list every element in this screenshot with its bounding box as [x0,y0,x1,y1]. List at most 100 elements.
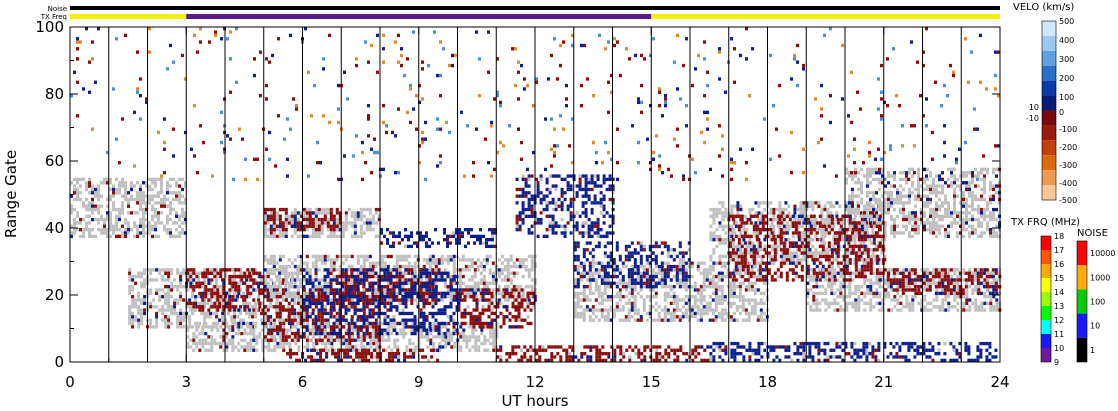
echo-cell [236,295,240,299]
echo-cell [261,291,265,296]
echo-cell [932,305,936,309]
echo-cell [175,184,178,188]
echo-cell [485,291,489,296]
echo-cell [245,308,249,312]
echo-cell [724,254,728,259]
echo-cell [371,217,375,222]
echo-cell [926,197,929,202]
echo-cell [149,318,153,322]
echo-cell [920,197,923,202]
echo-cell [140,315,144,319]
echo-cell [530,268,534,272]
echo-cell [76,197,79,202]
echo-cell [869,298,873,302]
echo-cell [106,228,109,232]
echo-cell [854,288,858,292]
echo-cell [639,295,643,299]
echo-cell [284,271,288,275]
echo-cell [239,305,243,309]
echo-cell [444,325,448,329]
echo-cell [216,271,220,275]
echo-cell [109,187,112,192]
echo-cell [600,291,604,296]
echo-cell [627,291,631,296]
echo-cell [717,285,721,289]
echo-cell [953,271,957,275]
echo-cell [458,281,462,285]
echo-cell [666,291,670,296]
echo-cell [176,325,180,329]
echo-cell [234,298,238,302]
echo-cell [733,231,737,235]
echo-cell [699,315,703,319]
echo-cell [278,285,282,289]
echo-cell [184,197,187,202]
echo-cell [748,241,752,245]
echo-cell [299,315,303,319]
echo-cell [103,231,106,235]
echo-cell [88,184,91,188]
echo-cell [609,261,613,265]
echo-cell [809,308,813,312]
echo-cell [137,298,141,302]
noise-bar-segment [70,6,1000,10]
echo-cell [738,268,742,272]
echo-cell [896,301,900,306]
echo-cell [515,258,519,262]
echo-cell [251,321,255,326]
echo-cell [980,187,983,192]
echo-cell [284,214,288,218]
echo-cell [479,271,483,275]
echo-cell [524,285,528,289]
echo-cell [842,274,846,279]
echo-cell [363,345,367,349]
echo-cell [585,305,589,309]
echo-cell [739,207,743,212]
echo-cell [947,301,951,306]
echo-cell [609,298,613,302]
echo-cell [234,285,238,289]
echo-cell [980,214,983,218]
echo-cell [160,181,163,185]
echo-cell [184,184,187,188]
echo-cell [246,321,250,326]
echo-cell [974,207,977,212]
echo-cell [799,211,803,215]
echo-cell [371,221,375,225]
echo-cell [130,187,133,192]
echo-cell [124,191,127,195]
echo-cell [112,207,115,212]
plot-area [69,26,1002,363]
echo-cell [258,291,262,296]
echo-cell [299,335,303,339]
echo-cell [272,268,276,272]
echo-cell [115,228,118,232]
echo-cell [805,207,809,212]
echo-cell [762,301,766,306]
echo-cell [231,278,235,282]
echo-cell [136,194,139,198]
echo-cell [204,338,208,342]
echo-cell [965,298,969,302]
echo-cell [398,258,402,262]
echo-cell [887,181,890,185]
echo-cell [663,268,667,272]
echo-cell [651,268,655,272]
echo-cell [830,268,834,272]
echo-cell [824,291,828,296]
echo-cell [332,258,336,262]
echo-cell [73,184,76,188]
echo-cell [293,295,297,299]
echo-cell [947,201,950,205]
echo-cell [136,201,139,205]
echo-cell [905,177,908,182]
echo-cell [145,201,148,205]
echo-cell [254,278,258,282]
echo-cell [908,197,911,202]
echo-cell [968,211,971,215]
echo-cell [272,291,276,296]
echo-cell [878,281,882,285]
echo-cell [239,288,243,292]
echo-cell [863,211,866,215]
echo-cell [848,174,851,178]
